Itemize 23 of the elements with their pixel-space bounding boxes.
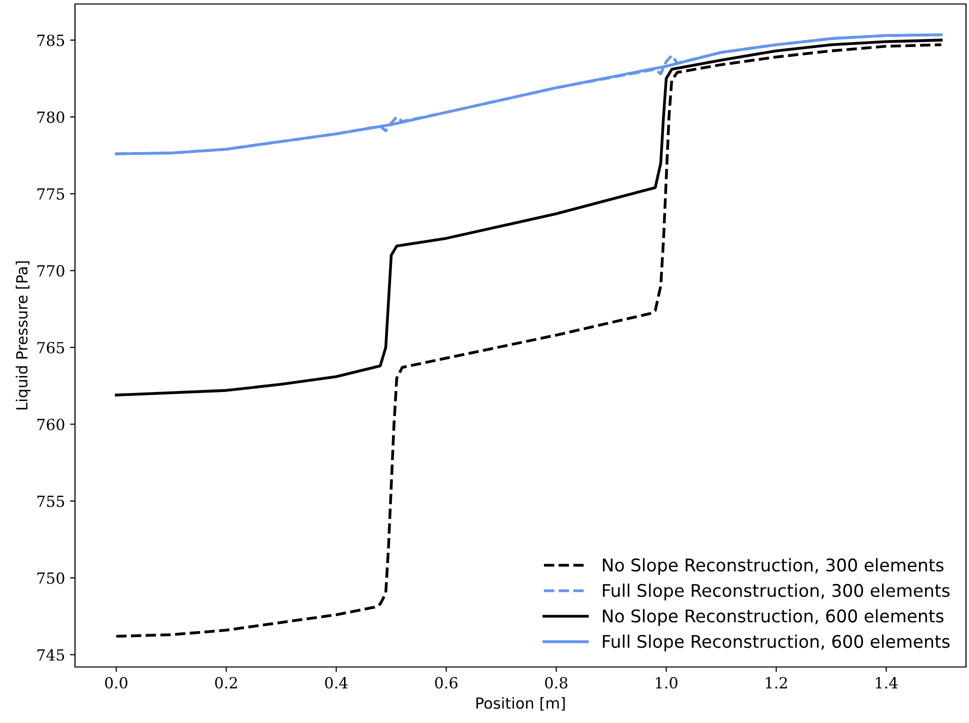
x-tick-label: 0.0	[105, 676, 128, 689]
y-tick-label: 745	[37, 649, 64, 661]
y-tick-label: 750	[37, 572, 64, 584]
x-tick-label: 1.4	[876, 676, 898, 689]
x-tick-label: 0.4	[325, 676, 348, 689]
legend-label: Full Slope Reconstruction, 600 elements	[602, 634, 950, 652]
legend-label: Full Slope Reconstruction, 300 elements	[602, 584, 950, 600]
y-tick-label: 760	[37, 418, 64, 430]
x-tick-label: 1.0	[656, 676, 678, 689]
x-tick-label: 1.2	[766, 676, 787, 689]
y-tick-label: 765	[37, 342, 64, 354]
y-tick-label: 770	[37, 265, 64, 277]
x-tick-label: 0.8	[545, 676, 568, 689]
x-tick-label: 0.6	[435, 676, 458, 689]
y-axis-title: Liquid Pressure [Pa]	[16, 261, 31, 410]
y-tick-label: 775	[37, 188, 64, 200]
x-axis-title: Position [m]	[476, 697, 565, 711]
y-tick-label: 780	[37, 111, 64, 123]
y-tick-label: 755	[37, 496, 64, 508]
y-tick-label: 785	[37, 34, 64, 46]
x-tick-label: 0.2	[215, 676, 237, 689]
legend-label: No Slope Reconstruction, 300 elements	[602, 558, 944, 575]
legend-label: No Slope Reconstruction, 600 elements	[602, 609, 944, 626]
